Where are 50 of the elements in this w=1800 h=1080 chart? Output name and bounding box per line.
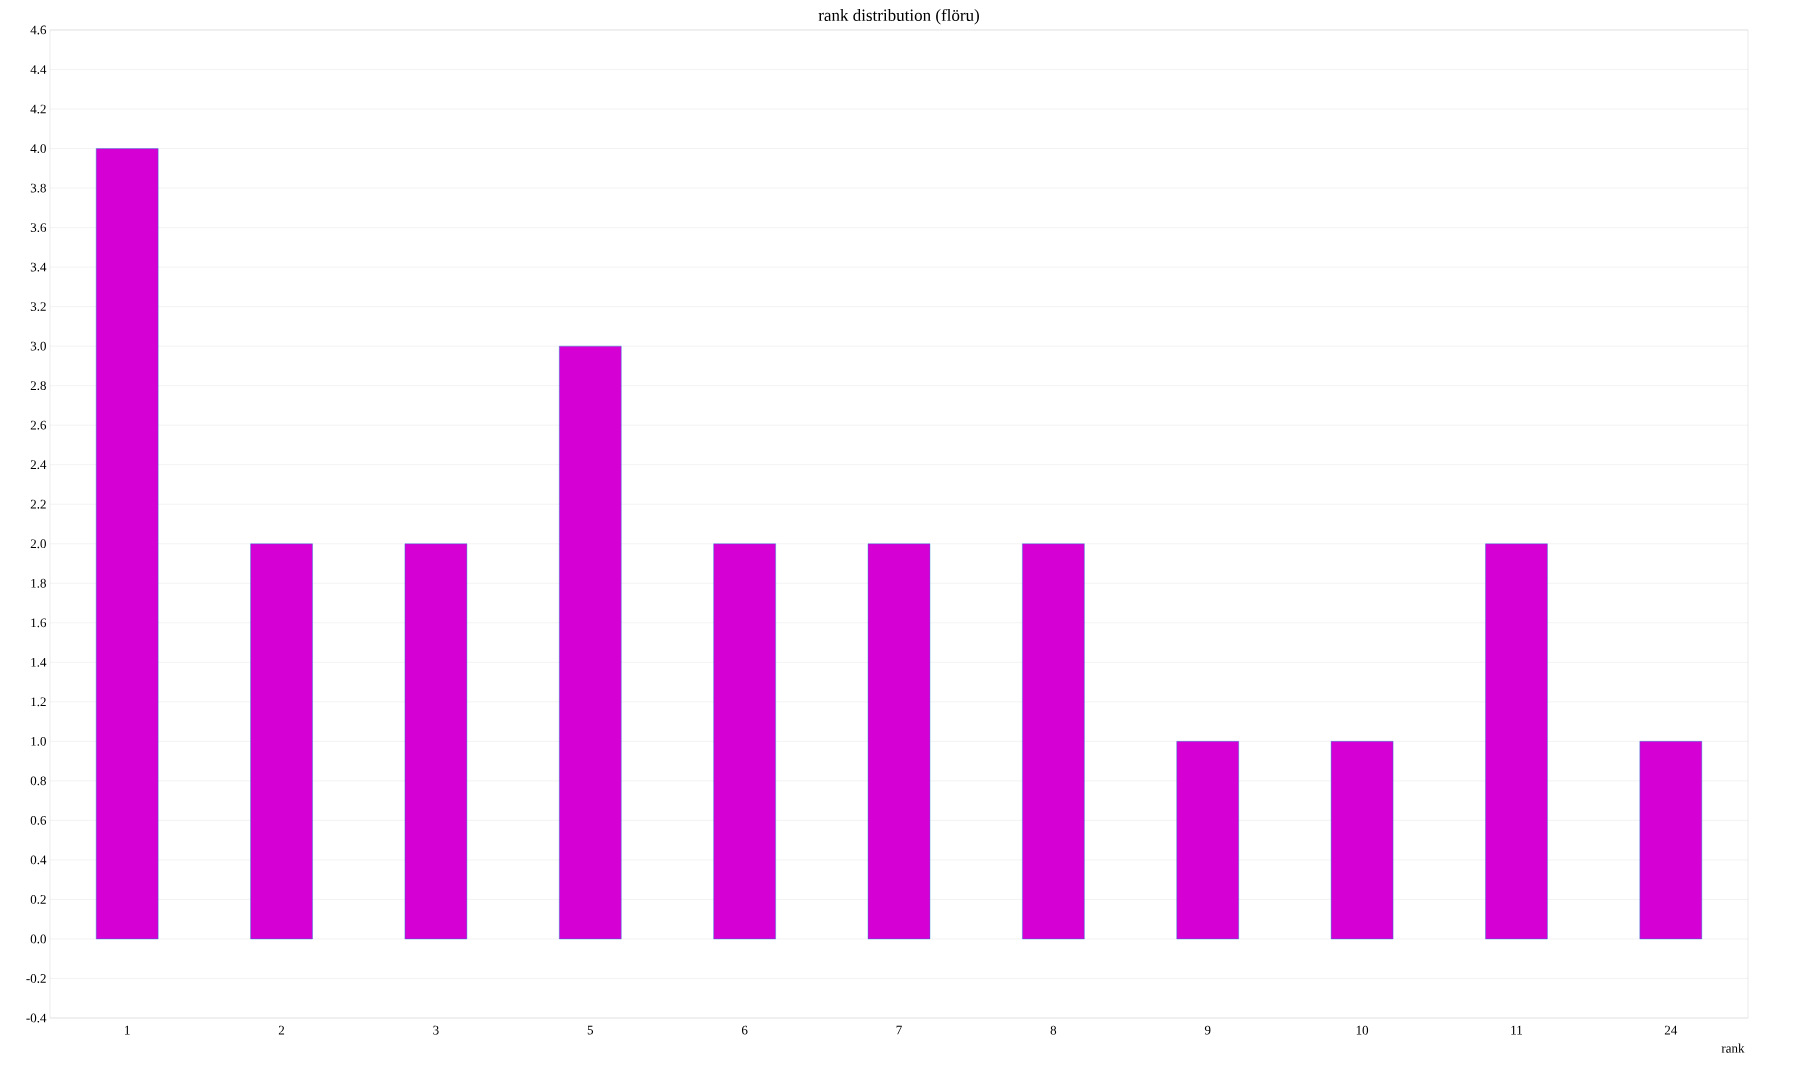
y-tick-label: 2.8 [30,381,46,391]
y-tick-label: 2.4 [30,460,47,470]
y-tick-label: 3.4 [30,262,47,272]
bar [867,543,931,940]
x-tick-label: 7 [896,1025,902,1035]
x-tick-label: 8 [1050,1025,1057,1035]
bar [250,543,313,940]
y-tick-label: 1.8 [31,578,46,588]
bar [1330,741,1394,940]
y-tick-label: 2.2 [30,499,46,509]
x-tick-label: 6 [741,1025,748,1035]
y-tick-label: 0.2 [30,895,46,904]
x-tick-label: 2 [278,1025,285,1035]
chart-title: rank distribution (flöru) [818,8,979,25]
bar [1639,741,1703,940]
x-tick-label: 1 [125,1025,130,1035]
y-tick-label: 0.0 [30,934,46,944]
y-tick-label: 3.0 [30,341,46,351]
y-tick-label: -0.2 [26,974,46,983]
x-tick-label: 24 [1664,1025,1678,1035]
y-tick-label: 0.4 [30,855,47,865]
y-tick-label: 4.4 [30,65,47,74]
x-tick-label: 5 [587,1025,594,1035]
bar [1176,741,1239,940]
x-axis-title: rank [1721,1043,1745,1053]
y-tick-label: 1.6 [31,618,47,628]
y-tick-label: 0.8 [30,776,46,786]
y-tick-label: 2.6 [30,420,47,430]
bar [559,345,622,940]
y-tick-label: 1.0 [31,736,46,746]
x-tick-label: 9 [1204,1025,1211,1035]
bar [713,543,776,940]
y-tick-label: 3.8 [30,183,46,193]
bar [404,543,468,940]
y-tick-label: -0.4 [26,1013,47,1023]
y-tick-label: 0.6 [30,815,47,825]
y-tick-label: 4.0 [30,144,46,153]
y-tick-label: 1.2 [31,697,46,707]
y-tick-label: 3.6 [30,223,47,232]
bar [1022,543,1085,940]
y-tick-label: 3.2 [30,302,46,312]
x-tick-label: 3 [433,1025,439,1035]
bar [95,148,159,940]
bar [1485,543,1548,940]
y-tick-label: 4.2 [30,104,46,114]
x-tick-label: 11 [1511,1025,1522,1035]
y-tick-label: 4.6 [30,25,47,35]
y-tick-label: 2.0 [30,539,46,549]
x-tick-label: 10 [1356,1025,1369,1035]
y-tick-label: 1.4 [31,657,47,667]
